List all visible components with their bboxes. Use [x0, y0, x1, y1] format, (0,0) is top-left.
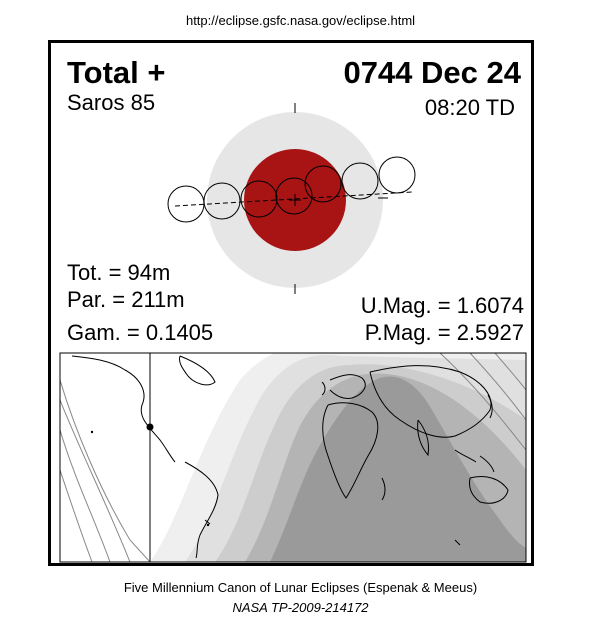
saros-number: Saros 85	[67, 90, 156, 115]
gamma-value: Gam. = 0.1405	[67, 320, 214, 345]
continent-south-america	[184, 461, 219, 559]
moon-position-u4	[341, 162, 379, 200]
island-dot	[90, 430, 94, 434]
island-dot	[206, 523, 210, 527]
visibility-curve-west-2	[60, 399, 131, 562]
visibility-curve-west-1	[60, 379, 151, 562]
eclipse-panel-frame	[48, 40, 534, 566]
continent-outlines	[71, 355, 509, 559]
moon-position-p4	[378, 156, 416, 194]
moon-position-u1	[203, 182, 241, 220]
totality-duration: Tot. = 94m	[67, 260, 171, 285]
penumbral-magnitude: P.Mag. = 2.5927	[364, 320, 524, 345]
world-map	[60, 353, 526, 562]
continent-africa	[322, 402, 379, 499]
visibility-curve-west-4	[60, 469, 93, 562]
credit-line-2: NASA TP-2009-214172	[232, 600, 369, 615]
visibility-curve-west-3	[60, 429, 111, 562]
continent-north-america	[71, 355, 176, 463]
continent-antarctic-islands	[204, 519, 461, 546]
continent-british-isles	[321, 381, 326, 396]
moon-position-p1	[167, 185, 205, 223]
map-border	[59, 352, 527, 563]
continent-madagascar	[381, 477, 386, 501]
eclipse-date: 0744 Dec 24	[343, 55, 521, 90]
continent-greenland	[179, 355, 216, 386]
night-region	[270, 376, 526, 562]
eclipse-type: Total +	[67, 55, 166, 90]
sublunar-point-marker	[146, 423, 154, 431]
partial-duration: Par. = 211m	[67, 287, 185, 312]
moon-position-u3	[304, 165, 342, 203]
continent-se-asia-islands	[454, 449, 495, 473]
continent-india	[417, 419, 429, 457]
umbral-magnitude: U.Mag. = 1.6074	[360, 293, 524, 318]
continent-asia	[369, 365, 492, 438]
continent-japan	[487, 394, 493, 419]
visibility-curve-east-3	[494, 353, 526, 391]
moon-position-u2	[240, 180, 278, 218]
visibility-curve-east-2	[469, 353, 526, 421]
moon-position-greatest	[275, 177, 313, 215]
eclipse-time: 08:20 TD	[424, 95, 515, 120]
credit-line-1: Five Millennium Canon of Lunar Eclipses …	[123, 580, 478, 595]
source-url[interactable]: http://eclipse.gsfc.nasa.gov/eclipse.htm…	[185, 13, 416, 28]
continent-australia	[469, 476, 509, 504]
continent-europe	[329, 374, 366, 399]
